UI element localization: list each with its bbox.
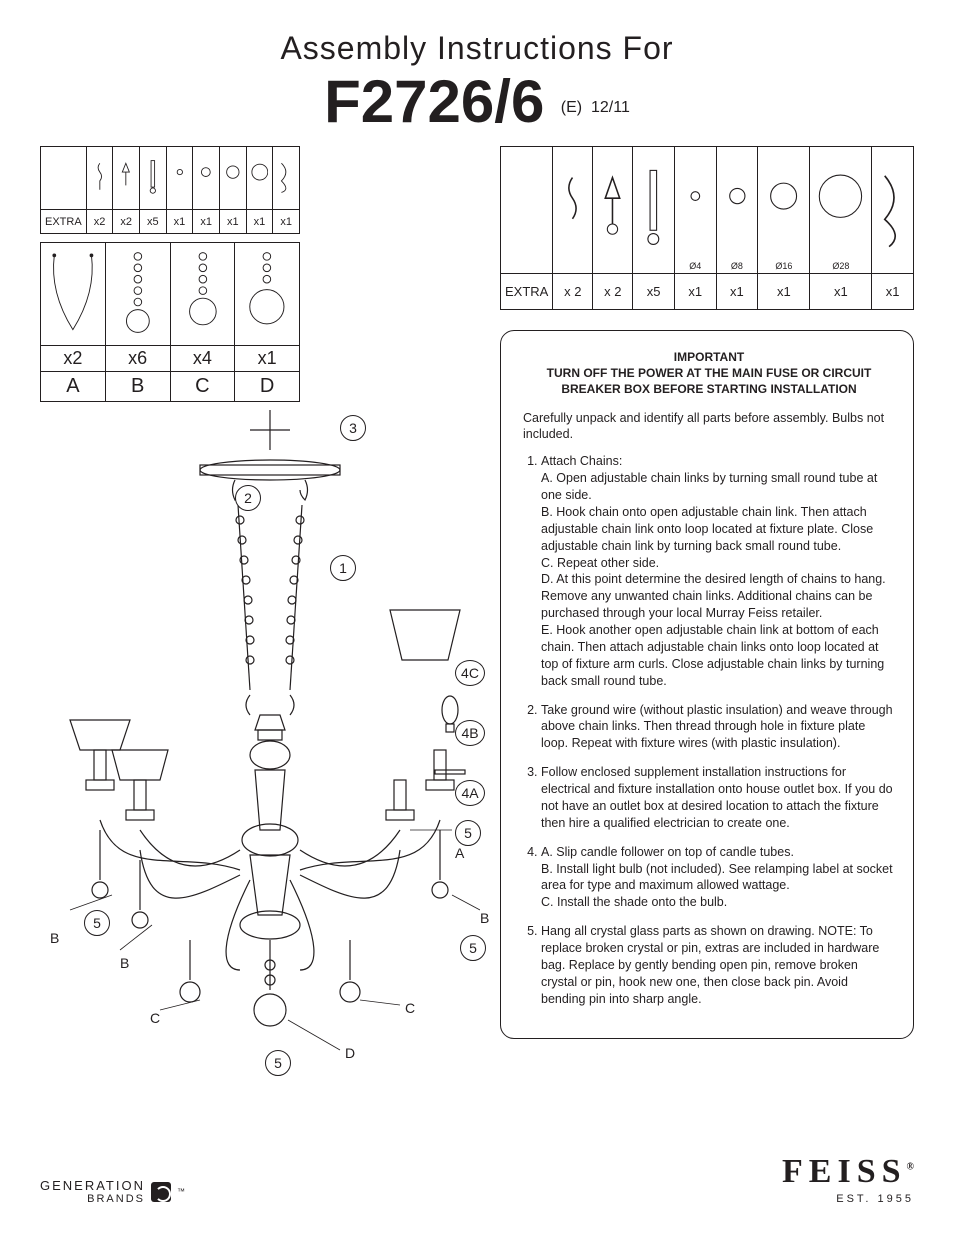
label-b1: B [50, 930, 59, 946]
label-b3: B [480, 910, 489, 926]
title-model-row: F2726/6 (E) 12/11 [40, 67, 914, 136]
callout-1: 1 [330, 555, 356, 581]
crystal-sets-table: x2 x6 x4 x1 A B C D [40, 242, 300, 402]
callout-4b: 4B [455, 720, 485, 746]
intro-text: Carefully unpack and identify all parts … [523, 410, 895, 444]
parts-table-right: Ø4 Ø8 Ø16 Ø28 EXTRA x 2 x 2 x5 x1 x1 x1 … [500, 146, 914, 310]
instructions-box: IMPORTANT TURN OFF THE POWER AT THE MAIN… [500, 330, 914, 1039]
callout-5a: 5 [455, 820, 481, 846]
step-1: Attach Chains: A. Open adjustable chain … [541, 453, 895, 689]
extra-label: EXTRA [41, 210, 87, 234]
step-5: Hang all crystal glass parts as shown on… [541, 923, 895, 1007]
callout-3: 3 [340, 415, 366, 441]
step-3: Follow enclosed supplement installation … [541, 764, 895, 832]
callout-4a: 4A [455, 780, 485, 806]
label-b2: B [120, 955, 129, 971]
footer: GENERATION BRANDS ™ FEISS® EST. 1955 [40, 1153, 914, 1205]
step-2: Take ground wire (without plastic insula… [541, 702, 895, 753]
callout-5c: 5 [460, 935, 486, 961]
step-4: A. Slip candle follower on top of candle… [541, 844, 895, 912]
callout-2: 2 [235, 485, 261, 511]
callout-5b: 5 [84, 910, 110, 936]
label-d: D [345, 1045, 355, 1061]
parts-table-small: EXTRA x2 x2 x5 x1 x1 x1 x1 x1 [40, 146, 300, 234]
generation-brands-logo: GENERATION BRANDS ™ [40, 1178, 187, 1205]
callout-5d: 5 [265, 1050, 291, 1076]
gen-brands-icon [151, 1182, 171, 1202]
callout-4c: 4C [455, 660, 485, 686]
title-line1: Assembly Instructions For [40, 30, 914, 67]
extra-label-right: EXTRA [501, 274, 553, 310]
assembly-diagram: 3 2 1 4C 4B 4A 5 5 5 5 A B B B C C D [40, 410, 480, 1130]
feiss-logo: FEISS® EST. 1955 [782, 1153, 914, 1205]
label-c1: C [150, 1010, 160, 1026]
label-a: A [455, 845, 464, 861]
important-warning: IMPORTANT TURN OFF THE POWER AT THE MAIN… [523, 349, 895, 398]
title-block: Assembly Instructions For F2726/6 (E) 12… [40, 30, 914, 136]
instruction-steps: Attach Chains: A. Open adjustable chain … [523, 453, 895, 1007]
model-number: F2726/6 [324, 67, 544, 136]
edition-date: (E) 12/11 [561, 99, 630, 117]
label-c2: C [405, 1000, 415, 1016]
